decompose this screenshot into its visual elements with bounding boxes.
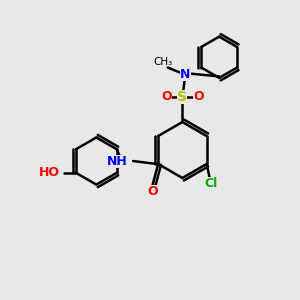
Text: O: O [147, 185, 158, 198]
Text: CH₃: CH₃ [154, 57, 173, 67]
Text: HO: HO [39, 166, 60, 179]
Text: O: O [193, 91, 204, 103]
Text: NH: NH [106, 154, 127, 167]
Text: O: O [161, 91, 172, 103]
Text: S: S [177, 90, 188, 104]
Text: N: N [180, 68, 190, 81]
Text: Cl: Cl [204, 177, 218, 190]
